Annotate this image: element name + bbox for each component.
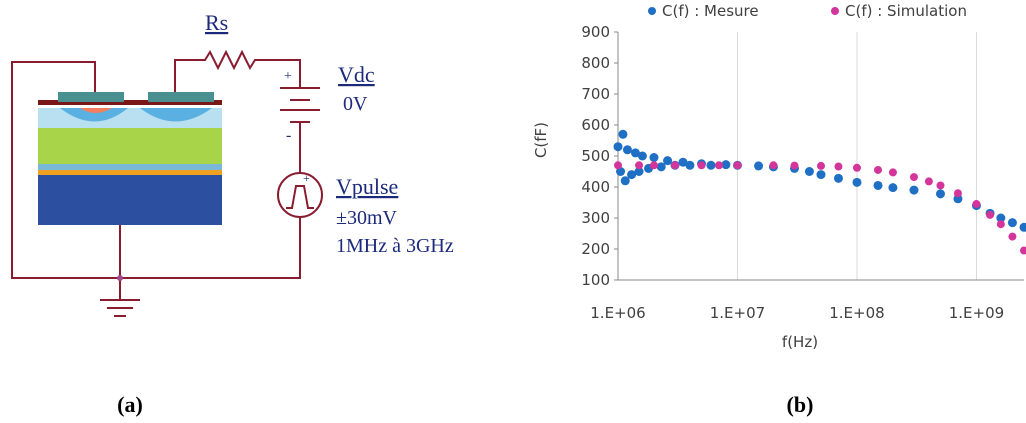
point: [769, 161, 778, 170]
legend-label: C(f) : Mesure: [662, 2, 759, 20]
point: [996, 220, 1005, 229]
point: [852, 177, 862, 187]
x-tick-label: 1.E+08: [829, 304, 884, 322]
point: [634, 167, 644, 176]
x-tick-label: 1.E+09: [949, 304, 1004, 322]
x-axis-title: f(Hz): [782, 333, 818, 351]
point: [888, 183, 898, 193]
legend-marker: [831, 7, 839, 15]
point: [790, 161, 799, 170]
x-tick-label: 1.E+07: [710, 304, 765, 322]
point: [678, 157, 688, 167]
point: [852, 163, 861, 172]
point: [721, 160, 731, 170]
point: [649, 153, 659, 163]
point: [697, 161, 706, 170]
point: [817, 161, 825, 170]
y-tick-label: 800: [581, 54, 610, 72]
dc-label: Vdc: [338, 62, 375, 87]
y-tick-label: 200: [581, 240, 610, 258]
point: [996, 213, 1006, 223]
point: [909, 173, 918, 182]
point: [663, 156, 673, 166]
point: [706, 160, 716, 170]
caption: (a): [117, 392, 143, 417]
y-tick-label: 100: [581, 271, 610, 289]
point: [1020, 246, 1026, 255]
point: [714, 161, 723, 170]
caption: (b): [787, 392, 814, 417]
point: [874, 165, 883, 174]
point: [620, 176, 630, 186]
dc-value: 0V: [343, 93, 368, 115]
point: [613, 142, 623, 152]
y-tick-label: 300: [581, 209, 610, 227]
point: [953, 189, 962, 198]
point: [754, 161, 764, 171]
point: [936, 181, 945, 190]
y-tick-label: 500: [581, 147, 610, 165]
point: [816, 170, 826, 180]
point: [622, 145, 632, 155]
svg-text:+: +: [284, 69, 292, 84]
point: [630, 148, 640, 158]
point: [804, 167, 814, 176]
y-axis-title: C(fF): [532, 122, 550, 158]
x-tick-label: 1.E+06: [590, 304, 645, 322]
point: [935, 189, 945, 199]
pulse-range: 1MHz à 3GHz: [336, 235, 454, 257]
point: [924, 177, 933, 186]
y-tick-label: 600: [581, 116, 610, 134]
point: [733, 161, 742, 170]
point: [685, 160, 695, 170]
point: [1008, 232, 1017, 241]
svg-text:-: -: [286, 127, 291, 144]
point: [986, 210, 995, 219]
legend-marker: [648, 7, 656, 15]
point: [873, 180, 883, 190]
resistor-label: Rs: [205, 10, 228, 35]
legend-label: C(f) : Simulation: [845, 2, 967, 20]
point: [627, 170, 637, 180]
point: [649, 161, 658, 170]
point: [637, 151, 647, 161]
point: [953, 194, 963, 204]
point: [888, 168, 897, 177]
point: [614, 161, 622, 170]
y-tick-label: 400: [581, 178, 610, 196]
point: [834, 162, 843, 171]
point: [656, 162, 666, 172]
pulse-label: Vpulse: [336, 174, 398, 199]
point: [1019, 222, 1026, 232]
pulse-amplitude: ±30mV: [336, 207, 398, 229]
point: [972, 200, 981, 209]
point: [909, 185, 919, 195]
point: [1007, 218, 1017, 228]
y-tick-label: 700: [581, 85, 610, 103]
point: [618, 129, 628, 139]
svg-text:+: +: [303, 171, 310, 185]
circuit: + - + Rs Vdc 0V Vpulse ±30mV 1MHz à 3GHz: [11, 10, 454, 317]
point: [635, 161, 644, 170]
point: [833, 173, 843, 183]
y-tick-label: 900: [581, 23, 610, 41]
point: [671, 161, 680, 170]
